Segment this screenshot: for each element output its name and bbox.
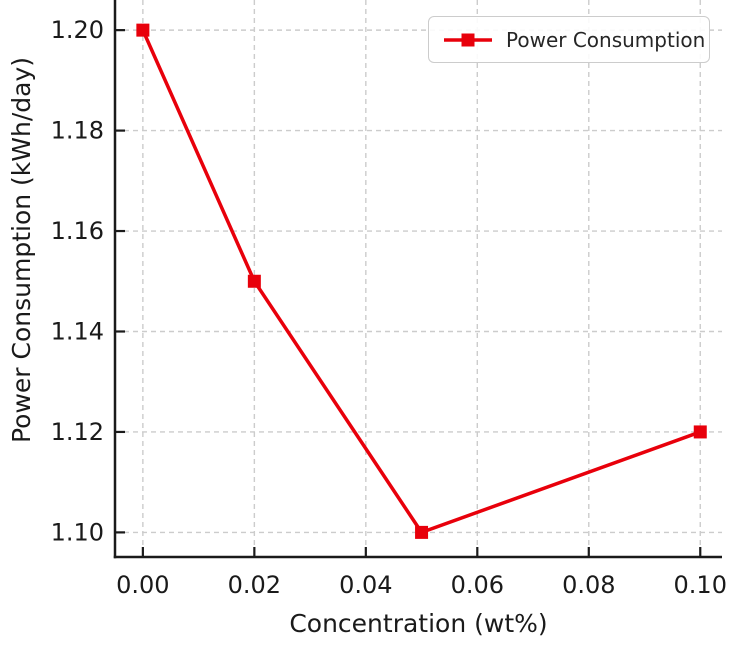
y-tick-label: 1.16	[51, 217, 104, 245]
x-axis-label: Concentration (wt%)	[289, 609, 547, 638]
y-tick-label: 1.18	[51, 117, 104, 145]
x-tick-label: 0.00	[116, 571, 169, 599]
x-tick-label: 0.02	[228, 571, 281, 599]
y-tick-label: 1.14	[51, 317, 104, 345]
x-tick-label: 0.04	[339, 571, 392, 599]
legend-label: Power Consumption	[506, 27, 706, 52]
y-axis-label: Power Consumption (kWh/day)	[7, 57, 36, 443]
x-tick-label: 0.10	[674, 571, 727, 599]
data-line	[141, 29, 701, 535]
legend-line-marker-icon	[444, 33, 492, 46]
data-point-marker	[136, 23, 150, 37]
data-point-marker	[247, 274, 261, 288]
data-point-marker	[693, 425, 707, 439]
y-tick-label: 1.12	[51, 418, 104, 446]
y-tick-label: 1.20	[51, 16, 104, 44]
data-point-marker	[415, 525, 429, 539]
x-tick-label: 0.06	[451, 571, 504, 599]
y-tick-label: 1.10	[51, 518, 104, 546]
x-tick-label: 0.08	[562, 571, 615, 599]
legend: Power Consumption	[428, 16, 710, 63]
